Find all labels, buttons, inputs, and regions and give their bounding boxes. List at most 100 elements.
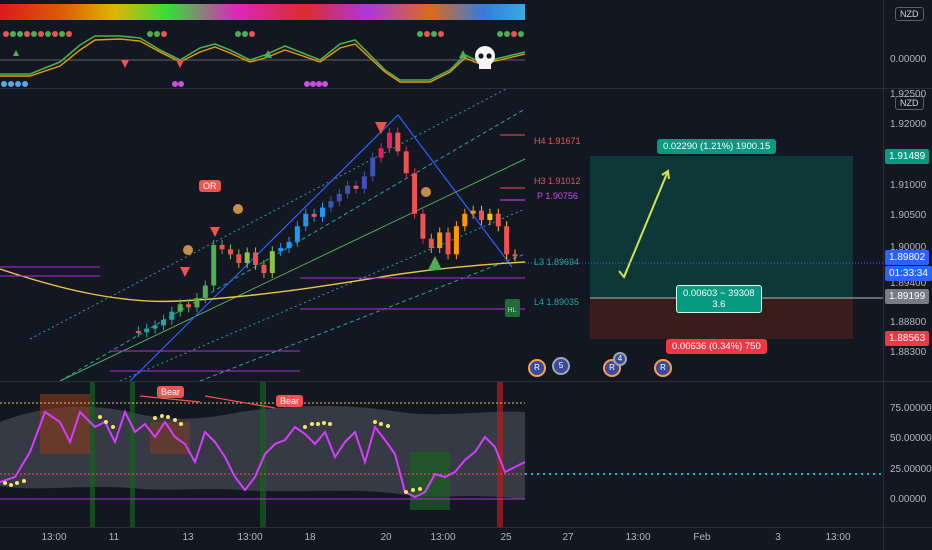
time-tick: 13:00 bbox=[41, 532, 67, 543]
candle-body bbox=[479, 210, 485, 220]
price-tick: 1.88800 bbox=[890, 317, 927, 328]
target-price-tag: 1.91489 bbox=[885, 149, 930, 164]
top-indicator-pane[interactable]: NZD 0.00000 bbox=[0, 0, 932, 88]
pane-separator-bottom[interactable] bbox=[0, 381, 932, 382]
oscillator-pane[interactable]: Bear Bear 75.00000 50.00000 25.00000 0.0… bbox=[0, 382, 932, 527]
time-tick: 13:00 bbox=[237, 532, 263, 543]
sell-triangle bbox=[176, 60, 184, 68]
candle-body bbox=[412, 173, 418, 214]
candle-body bbox=[227, 249, 233, 255]
bear-signal-badge: Bear bbox=[157, 386, 185, 398]
buy-marker bbox=[428, 256, 442, 270]
price-tick: 1.88300 bbox=[890, 347, 927, 358]
svg-text:HL: HL bbox=[508, 307, 517, 314]
moving-average bbox=[0, 261, 526, 303]
stop-label[interactable]: 0.00636 (0.34%) 750 bbox=[666, 339, 767, 354]
candle-body bbox=[395, 132, 401, 152]
risk-reward-line2: 3.6 bbox=[712, 299, 726, 310]
pivot-h4: H4 1.91671 bbox=[534, 136, 581, 146]
candle-body bbox=[345, 185, 351, 194]
channel-lower bbox=[199, 253, 526, 381]
risk-reward-label[interactable]: 0.00603 ~ 39308 3.6 bbox=[676, 285, 762, 313]
pivot-l3: L3 1.89694 bbox=[534, 257, 580, 267]
zigzag-line bbox=[129, 114, 513, 381]
event-icon[interactable]: R bbox=[528, 359, 546, 377]
time-tick: 20 bbox=[380, 532, 392, 543]
candle-body bbox=[303, 213, 309, 227]
candles-group bbox=[135, 127, 518, 338]
candle-body bbox=[370, 157, 376, 177]
candle-body bbox=[328, 201, 334, 208]
candle-body bbox=[353, 185, 359, 189]
signal-dots bbox=[3, 414, 422, 494]
candle-body bbox=[437, 232, 443, 249]
event-icon[interactable]: R bbox=[654, 359, 672, 377]
time-axis-separator bbox=[0, 527, 932, 528]
sell-marker bbox=[180, 267, 190, 277]
heat-bar bbox=[0, 4, 525, 20]
event-icon[interactable]: 5 bbox=[552, 357, 570, 375]
candle-body bbox=[135, 331, 141, 334]
pane-separator-top[interactable] bbox=[0, 88, 932, 89]
candle-body bbox=[403, 151, 409, 174]
candle-body bbox=[386, 132, 392, 149]
time-tick: 3 bbox=[775, 532, 781, 543]
currency-label-main[interactable]: NZD bbox=[895, 96, 924, 110]
candle-body bbox=[512, 254, 518, 257]
dot-row-bottom bbox=[1, 81, 328, 87]
buy-triangle bbox=[13, 50, 19, 56]
pivot-p: P 1.90756 bbox=[537, 191, 578, 201]
candle-body bbox=[445, 232, 451, 255]
candle-body bbox=[462, 213, 468, 227]
time-tick: 13 bbox=[182, 532, 194, 543]
channel-upper bbox=[59, 108, 526, 381]
price-axis-separator bbox=[883, 0, 884, 550]
sell-triangle bbox=[121, 60, 129, 68]
time-tick: 18 bbox=[304, 532, 316, 543]
target-zone bbox=[590, 156, 853, 298]
time-tick: 27 bbox=[562, 532, 574, 543]
candle-body bbox=[470, 210, 476, 214]
time-tick: 13:00 bbox=[430, 532, 456, 543]
candle-body bbox=[144, 328, 150, 333]
candle-body bbox=[336, 193, 342, 202]
pivot-h3: H3 1.91012 bbox=[534, 176, 581, 186]
time-tick: Feb bbox=[693, 532, 711, 543]
bear-signal-badge: Bear bbox=[276, 395, 304, 407]
entry-price-tag: 1.89199 bbox=[885, 289, 930, 304]
bear-face-icon bbox=[183, 187, 431, 255]
candle-body bbox=[428, 238, 434, 249]
candle-body bbox=[378, 148, 384, 158]
candle-body bbox=[177, 304, 183, 312]
candle-body bbox=[219, 244, 225, 250]
channel-mid bbox=[59, 158, 526, 381]
osc-tick: 75.00000 bbox=[890, 403, 932, 414]
price-tick: 1.89400 bbox=[890, 278, 927, 289]
pivot-l4: L4 1.89035 bbox=[534, 297, 580, 307]
event-count-icon[interactable]: 4 bbox=[613, 352, 627, 366]
stop-price-tag: 1.88563 bbox=[885, 331, 930, 346]
candle-body bbox=[453, 226, 459, 255]
candle-body bbox=[253, 252, 259, 265]
candle-body bbox=[278, 248, 284, 252]
time-tick: 13:00 bbox=[825, 532, 851, 543]
measure-arrow bbox=[623, 170, 669, 278]
currency-label-top[interactable]: NZD bbox=[895, 7, 924, 21]
top-indicator-svg bbox=[0, 4, 526, 87]
osc-tick: 50.00000 bbox=[890, 433, 932, 444]
candle-body bbox=[169, 311, 175, 320]
main-price-pane[interactable]: HL OR H4 1.91671 H3 1.91012 P 1.90756 L3… bbox=[0, 89, 932, 381]
time-tick: 13:00 bbox=[625, 532, 651, 543]
main-chart-svg: HL bbox=[0, 89, 883, 381]
dot-row-top bbox=[3, 31, 524, 37]
risk-reward-line1: 0.00603 ~ 39308 bbox=[683, 288, 755, 299]
target-label[interactable]: 0.02290 (1.21%) 1900.15 bbox=[657, 139, 777, 154]
candle-body bbox=[269, 251, 275, 274]
candle-body bbox=[261, 264, 267, 274]
candle-body bbox=[194, 297, 200, 308]
buy-triangle bbox=[264, 50, 272, 58]
candle-body bbox=[211, 244, 217, 286]
price-tick: 1.91000 bbox=[890, 180, 927, 191]
candle-body bbox=[236, 254, 242, 264]
osc-tick: 25.00000 bbox=[890, 464, 932, 475]
